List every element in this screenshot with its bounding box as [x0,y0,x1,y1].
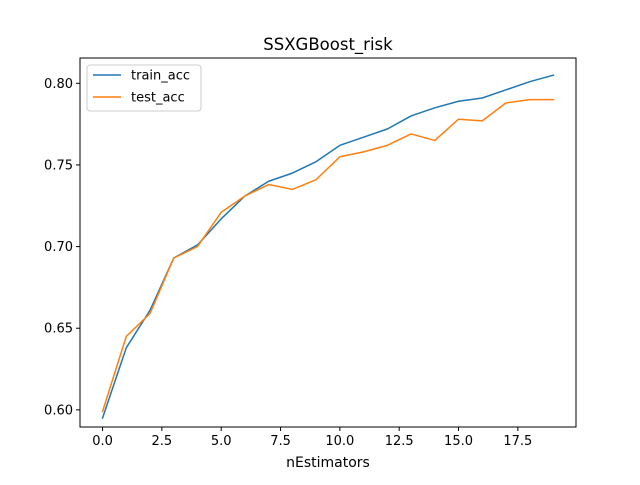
y-tick-label: 0.80 [44,77,73,92]
series-line-test_acc [101,98,555,413]
axes-frame [79,57,577,428]
y-axis-ticks: 0.60 0.65 0.70 0.75 0.80 [44,77,80,418]
x-tick-label: 12.5 [385,434,414,449]
y-tick-label: 0.75 [44,158,73,173]
x-tick-label: 15.0 [444,434,473,449]
legend-label-test_acc: test_acc [131,91,185,106]
y-tick-label: 0.60 [44,403,73,418]
legend-label-train_acc: train_acc [131,69,190,84]
x-tick-label: 5.0 [211,434,232,449]
y-tick-label: 0.70 [44,240,73,255]
x-axis-ticks: 0.0 2.5 5.0 7.5 10.0 12.5 15.0 17.5 [92,427,532,449]
x-tick-label: 10.0 [325,434,354,449]
x-tick-label: 17.5 [503,434,532,449]
legend: train_acc test_acc [86,64,202,112]
y-tick-label: 0.65 [44,322,73,337]
x-tick-label: 0.0 [92,434,113,449]
legend-box [86,64,202,112]
x-axis-label: nEstimators [286,455,370,471]
x-tick-label: 2.5 [152,434,173,449]
x-tick-label: 7.5 [270,434,291,449]
chart-title: SSXGBoost_risk [263,35,393,55]
series-layer [101,74,555,419]
